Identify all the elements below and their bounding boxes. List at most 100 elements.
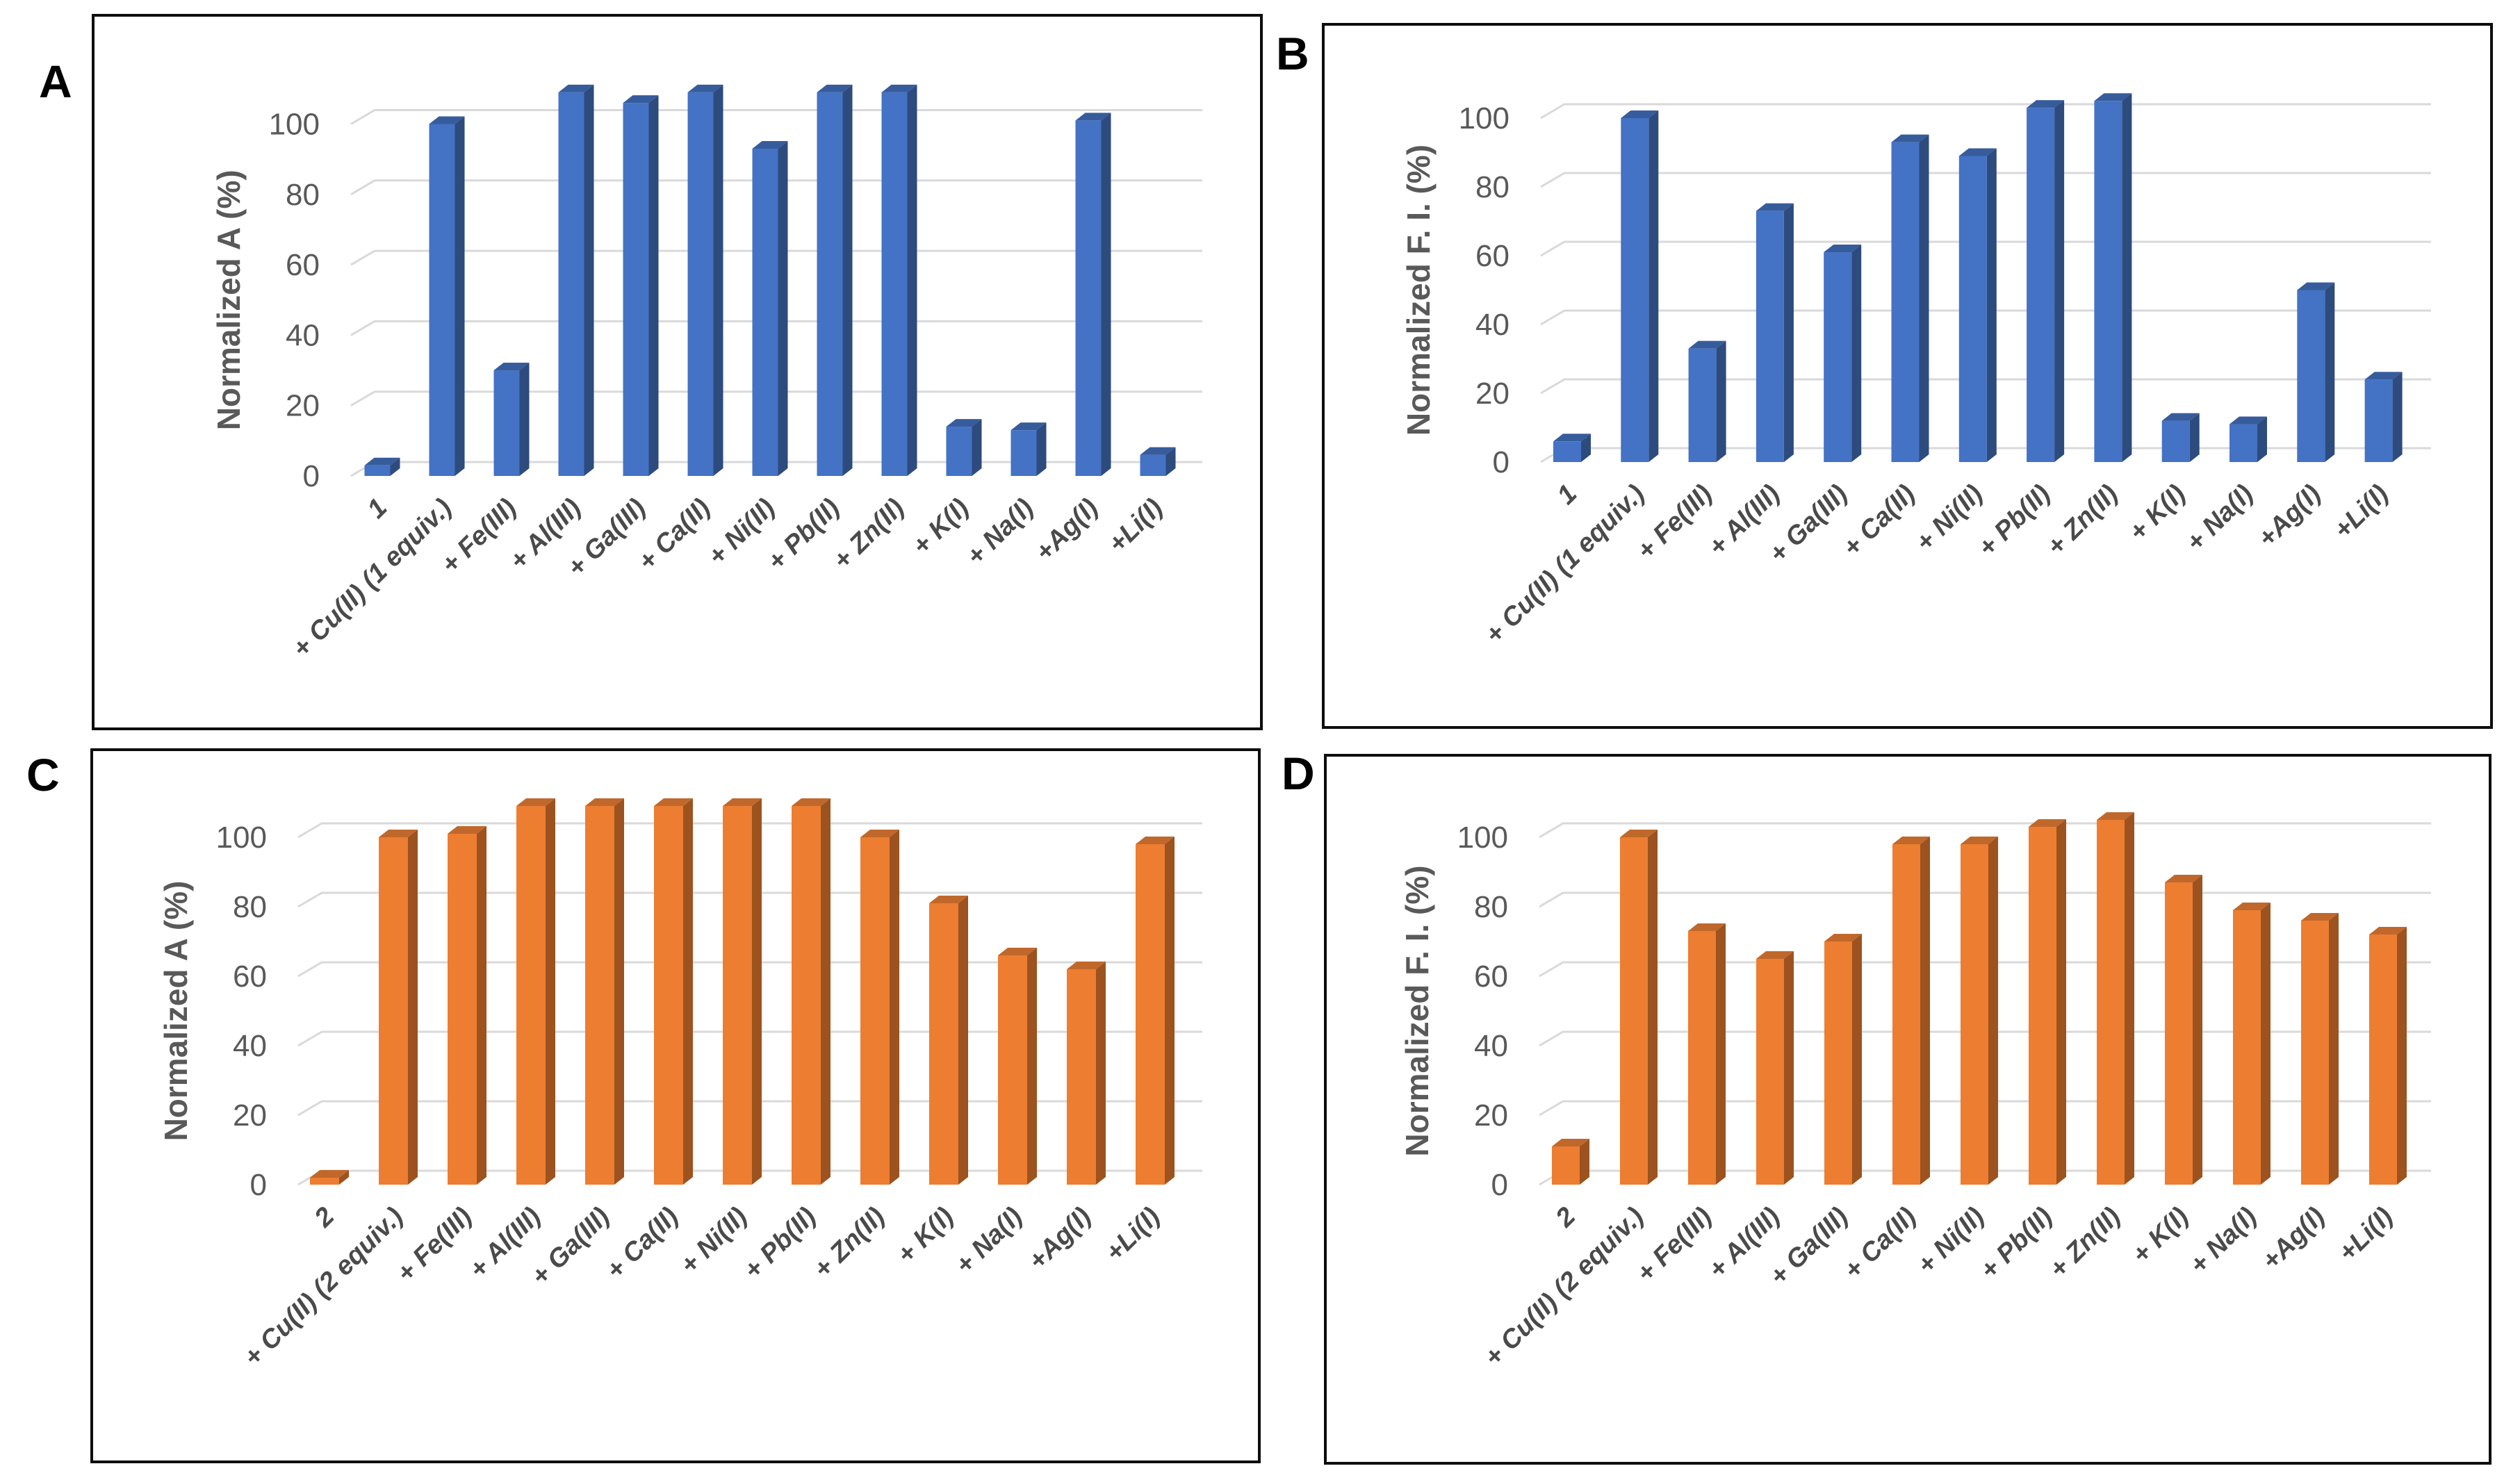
bar-top-D-8 xyxy=(2097,812,2134,820)
bar-side-D-6 xyxy=(1988,837,1998,1185)
bar-D-6 xyxy=(1961,844,1988,1185)
bar-B-11 xyxy=(2297,290,2325,462)
y-tick-label: 80 xyxy=(286,178,320,212)
bar-D-10 xyxy=(2233,910,2261,1185)
bar-side-C-3 xyxy=(546,798,555,1185)
bar-top-C-3 xyxy=(516,798,555,806)
bar-A-12 xyxy=(1140,454,1166,476)
bar-top-C-11 xyxy=(1067,962,1106,969)
x-category-label: + Na(I) xyxy=(950,1202,1029,1281)
bar-side-A-9 xyxy=(972,419,982,476)
x-category-label: + Pb(II) xyxy=(738,1202,821,1285)
bar-top-B-10 xyxy=(2229,416,2267,425)
bar-side-C-7 xyxy=(821,798,831,1185)
gridline-60 xyxy=(297,961,1202,978)
y-tick-label: 80 xyxy=(233,890,267,924)
bar-D-2 xyxy=(1688,931,1716,1185)
bar-A-0 xyxy=(364,465,391,476)
x-category-label: + Na(I) xyxy=(961,493,1040,572)
bar-top-D-7 xyxy=(2029,819,2066,827)
x-category-label: + Zn(II) xyxy=(2044,1202,2127,1285)
bar-B-2 xyxy=(1688,348,1717,462)
x-category-label: + Pb(II) xyxy=(1974,1202,2058,1285)
gridline-40 xyxy=(350,320,1202,336)
panel-letter-d: D xyxy=(1282,748,1315,799)
bar-top-D-9 xyxy=(2165,875,2202,882)
x-category-label: + Cu(II) (2 equiv.) xyxy=(1479,1202,1649,1372)
bar-C-8 xyxy=(860,837,890,1185)
bar-B-3 xyxy=(1756,211,1784,462)
bar-C-11 xyxy=(1067,969,1096,1185)
y-axis-title: Normalized F. I. (%) xyxy=(1400,145,1437,436)
gridline-20 xyxy=(1539,1100,2431,1117)
bar-side-C-12 xyxy=(1165,837,1175,1185)
bar-side-A-8 xyxy=(907,84,917,477)
y-tick-label: 20 xyxy=(233,1098,267,1133)
y-tick-label: 20 xyxy=(286,389,320,423)
gridline-80 xyxy=(1540,172,2431,188)
y-tick-label: 60 xyxy=(1474,960,1508,994)
bar-C-10 xyxy=(998,955,1027,1185)
bar-side-C-4 xyxy=(614,798,624,1185)
bar-top-A-3 xyxy=(558,84,594,92)
bar-D-1 xyxy=(1620,837,1648,1185)
bar-side-A-6 xyxy=(778,140,788,476)
gridline-40 xyxy=(297,1030,1202,1047)
bar-D-0 xyxy=(1552,1146,1580,1185)
chart-b-normalized-fluorescence-1: 0 20 40 60 80 100 1+ Cu(II) (1 equiv.)+ Fe(III… xyxy=(1400,93,2431,650)
y-tick-label: 40 xyxy=(1475,308,1509,342)
bar-side-B-12 xyxy=(2392,372,2403,462)
bar-top-C-5 xyxy=(654,798,693,806)
bar-side-A-10 xyxy=(1036,422,1047,476)
bar-side-B-0 xyxy=(1581,434,1591,462)
bar-top-C-4 xyxy=(585,798,624,806)
bar-side-C-9 xyxy=(958,896,968,1185)
bar-side-C-11 xyxy=(1096,962,1106,1185)
bar-side-A-7 xyxy=(842,84,853,477)
bar-top-B-2 xyxy=(1688,340,1726,349)
bar-top-A-6 xyxy=(752,140,788,149)
bar-side-B-1 xyxy=(1648,110,1659,462)
bar-top-D-2 xyxy=(1688,923,1726,931)
bar-B-8 xyxy=(2094,101,2122,462)
bar-A-9 xyxy=(946,427,972,476)
bar-side-C-1 xyxy=(408,830,418,1185)
x-category-label: +Ag(I) xyxy=(2257,1202,2331,1276)
gridline-100 xyxy=(350,109,1202,125)
y-tick-label: 40 xyxy=(1474,1029,1508,1063)
y-tick-label: 20 xyxy=(1474,1098,1508,1133)
bar-D-8 xyxy=(2097,820,2125,1185)
x-category-label: + Fe(III) xyxy=(1631,479,1718,566)
bar-A-8 xyxy=(881,92,908,476)
x-category-label: 1 xyxy=(362,493,393,525)
x-category-label: +Ag(I) xyxy=(1030,493,1104,568)
x-category-label: + Na(I) xyxy=(2181,479,2259,558)
x-category-label: + Fe(III) xyxy=(1631,1202,1718,1289)
bar-A-10 xyxy=(1011,430,1037,476)
bar-side-A-11 xyxy=(1101,113,1111,476)
bar-top-D-5 xyxy=(1892,837,1930,844)
bar-B-12 xyxy=(2364,379,2393,462)
x-category-label: + Na(I) xyxy=(2184,1202,2263,1281)
bar-top-A-7 xyxy=(817,84,853,92)
bar-top-C-9 xyxy=(929,896,968,903)
y-axis-title: Normalized A (%) xyxy=(211,170,247,430)
gridline-20 xyxy=(297,1100,1202,1117)
bar-C-4 xyxy=(585,806,614,1185)
bar-top-C-7 xyxy=(792,798,831,806)
bar-side-A-12 xyxy=(1165,447,1176,476)
bar-B-7 xyxy=(2027,108,2055,462)
gridline-60 xyxy=(1540,240,2431,257)
bar-top-B-5 xyxy=(1891,134,1929,142)
bar-side-D-4 xyxy=(1852,934,1862,1185)
bar-top-D-12 xyxy=(2369,927,2407,935)
bar-top-D-11 xyxy=(2301,913,2339,921)
bar-side-D-2 xyxy=(1716,923,1726,1185)
bar-side-B-5 xyxy=(1919,134,1929,462)
bar-side-C-8 xyxy=(890,830,899,1185)
panel-d: 0 20 40 60 80 100 2 + Cu(II) (2 equiv.) + Fe(III… xyxy=(1324,754,2492,1465)
bar-C-9 xyxy=(929,903,958,1185)
x-category-label: 2 xyxy=(1550,1202,1581,1233)
gridline-40 xyxy=(1539,1030,2431,1047)
